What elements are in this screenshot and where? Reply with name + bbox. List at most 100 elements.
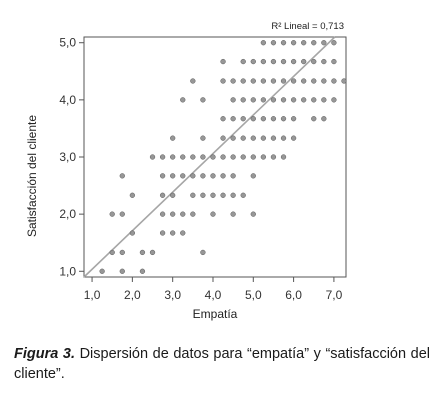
x-axis-title: Empatía bbox=[193, 307, 238, 321]
data-point bbox=[311, 78, 317, 84]
data-point bbox=[311, 40, 317, 46]
data-point bbox=[311, 58, 317, 65]
data-point bbox=[200, 154, 206, 160]
data-point bbox=[280, 40, 287, 46]
data-point bbox=[250, 135, 256, 141]
data-point bbox=[260, 116, 267, 122]
data-point bbox=[290, 58, 297, 65]
data-point bbox=[270, 135, 277, 141]
data-point bbox=[301, 58, 307, 65]
data-point bbox=[260, 97, 267, 103]
data-point bbox=[220, 173, 226, 179]
y-tick-label: 5,0 bbox=[59, 36, 76, 50]
data-point bbox=[200, 97, 206, 103]
data-point bbox=[180, 173, 186, 179]
data-point bbox=[321, 40, 327, 46]
data-point bbox=[250, 173, 256, 179]
data-point bbox=[159, 192, 166, 198]
y-tick-label: 3,0 bbox=[59, 150, 76, 164]
data-point bbox=[210, 154, 216, 160]
data-point bbox=[321, 97, 327, 103]
data-point bbox=[280, 135, 287, 141]
data-point bbox=[170, 154, 176, 160]
data-point bbox=[119, 173, 125, 179]
data-point bbox=[170, 135, 176, 141]
data-point bbox=[280, 58, 287, 65]
data-point bbox=[170, 192, 176, 198]
data-point bbox=[210, 211, 216, 217]
data-point bbox=[210, 173, 216, 179]
y-axis-ticks: 1,0 2,0 3,0 4,0 5,0 bbox=[59, 36, 84, 278]
data-point bbox=[170, 173, 176, 179]
data-point bbox=[230, 192, 236, 198]
data-point bbox=[290, 40, 297, 46]
data-point bbox=[190, 78, 196, 84]
data-point bbox=[280, 78, 287, 84]
data-point bbox=[119, 211, 125, 217]
data-point bbox=[240, 192, 246, 198]
data-point bbox=[250, 211, 256, 217]
data-point bbox=[220, 116, 226, 122]
data-point bbox=[331, 78, 337, 84]
data-point bbox=[260, 135, 267, 141]
data-point bbox=[149, 154, 156, 160]
data-point bbox=[170, 211, 176, 217]
data-point bbox=[321, 116, 327, 122]
data-point bbox=[311, 97, 317, 103]
data-point bbox=[190, 154, 196, 160]
y-axis-title: Satisfacción del cliente bbox=[25, 115, 39, 237]
data-point bbox=[230, 154, 236, 160]
data-point bbox=[270, 154, 277, 160]
data-point bbox=[230, 135, 236, 141]
data-point bbox=[270, 58, 277, 65]
data-point bbox=[230, 173, 236, 179]
data-point bbox=[260, 154, 267, 160]
figure-label: Figura 3. bbox=[14, 346, 75, 362]
data-point bbox=[240, 116, 246, 122]
fit-line-layer bbox=[83, 36, 336, 278]
data-point bbox=[109, 249, 115, 256]
data-point bbox=[220, 192, 226, 198]
data-point bbox=[290, 78, 297, 84]
data-point bbox=[139, 268, 146, 274]
data-point bbox=[180, 97, 186, 103]
data-point bbox=[220, 154, 226, 160]
data-point bbox=[270, 97, 277, 103]
data-point bbox=[280, 116, 287, 122]
data-point bbox=[280, 97, 287, 103]
data-point bbox=[290, 97, 297, 103]
y-tick-label: 1,0 bbox=[59, 264, 76, 278]
data-point bbox=[129, 230, 136, 236]
data-point bbox=[260, 78, 267, 84]
data-point bbox=[290, 135, 297, 141]
data-point bbox=[220, 135, 226, 141]
x-tick-label: 2,0 bbox=[124, 288, 141, 302]
data-point bbox=[240, 135, 246, 141]
data-point bbox=[230, 211, 236, 217]
y-tick-label: 4,0 bbox=[59, 93, 76, 107]
x-tick-label: 7,0 bbox=[326, 288, 343, 302]
data-point bbox=[200, 192, 206, 198]
data-point bbox=[250, 97, 256, 103]
data-point bbox=[190, 211, 196, 217]
x-tick-label: 4,0 bbox=[205, 288, 222, 302]
data-point bbox=[301, 78, 307, 84]
data-point bbox=[250, 116, 256, 122]
data-point bbox=[210, 192, 216, 198]
x-tick-label: 5,0 bbox=[245, 288, 262, 302]
data-point bbox=[270, 116, 277, 122]
data-point bbox=[301, 97, 307, 103]
y-tick-label: 2,0 bbox=[59, 207, 76, 221]
data-point bbox=[250, 78, 256, 84]
data-point bbox=[190, 192, 196, 198]
data-point bbox=[159, 211, 166, 217]
x-tick-label: 1,0 bbox=[84, 288, 101, 302]
data-point bbox=[321, 58, 327, 65]
data-point bbox=[331, 97, 337, 103]
data-point bbox=[109, 211, 115, 217]
data-point bbox=[270, 78, 277, 84]
data-point bbox=[290, 116, 297, 122]
data-point bbox=[149, 249, 156, 256]
data-point bbox=[139, 249, 146, 256]
